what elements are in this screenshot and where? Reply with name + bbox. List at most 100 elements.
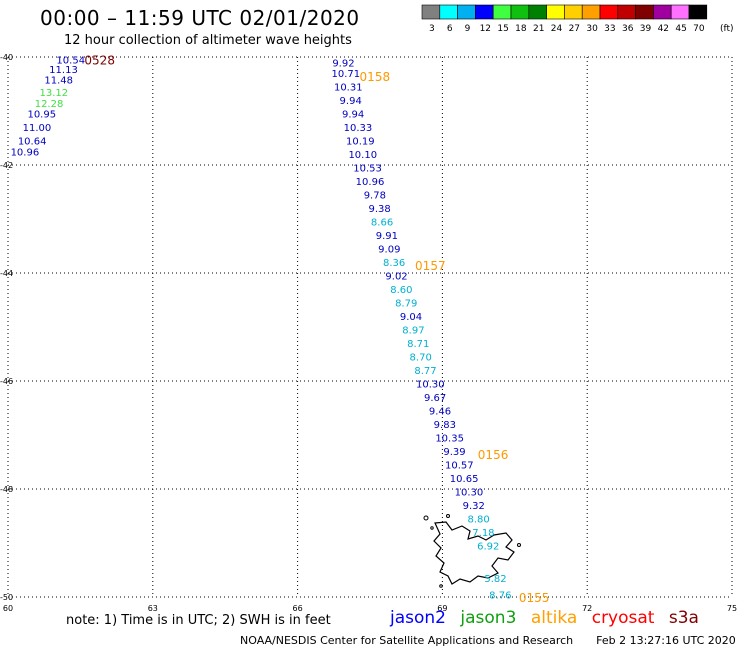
- wave-height-point: 9.78: [364, 191, 386, 202]
- islet-outline: [439, 584, 443, 588]
- legend-cryosat: cryosat: [591, 608, 655, 628]
- y-tick-label: -44: [0, 269, 13, 278]
- track-time-label: 0157: [415, 259, 446, 273]
- y-tick-label: -46: [0, 377, 13, 386]
- wave-height-point: 10.35: [435, 434, 464, 445]
- track-time-label: 0155: [519, 591, 550, 605]
- colorbar-label: 15: [497, 24, 508, 34]
- chart-subtitle: 12 hour collection of altimeter wave hei…: [64, 33, 352, 48]
- wave-height-point: 9.02: [385, 272, 407, 283]
- track-time-label: 0158: [360, 70, 391, 84]
- wave-height-point: 8.36: [383, 258, 405, 269]
- wave-height-point: 9.09: [378, 245, 400, 256]
- color-scale-bar: 3 6 9 12 15 18 21 24 27 30 33 36 39 42 45 70 (ft): [421, 4, 734, 34]
- x-tick-label: 63: [148, 604, 158, 613]
- colorbar-unit: (ft): [720, 24, 734, 34]
- y-tick-label: -48: [0, 485, 13, 494]
- x-tick-label: 69: [437, 604, 447, 613]
- footer-organization: NOAA/NESDIS Center for Satellite Applica…: [240, 634, 574, 647]
- y-tick-label: -40: [0, 53, 13, 62]
- island-coastline: [433, 521, 515, 585]
- grid: [7, 56, 733, 598]
- x-tick-label: 66: [293, 604, 303, 613]
- islet-outline: [423, 515, 429, 521]
- x-tick-label: 75: [727, 604, 737, 613]
- colorbar-label: 12: [480, 24, 491, 34]
- wave-height-point: 10.95: [27, 110, 56, 121]
- wave-height-point: 10.71: [332, 69, 361, 80]
- legend-jason3: jason3: [460, 608, 517, 628]
- islet-outline: [517, 543, 521, 547]
- wave-height-point: 8.66: [371, 218, 393, 229]
- wave-height-point: 10.54: [56, 56, 85, 67]
- wave-height-point: 8.76: [489, 590, 511, 601]
- x-tick-label: 60: [3, 604, 13, 613]
- wave-height-point: 11.13: [49, 65, 78, 76]
- legend-jason2: jason2: [390, 608, 446, 628]
- wave-height-point: 7.18: [472, 528, 494, 539]
- track-time-label: 0156: [478, 448, 509, 462]
- wave-height-point: 10.53: [353, 164, 382, 175]
- wave-height-point: 10.30: [416, 380, 445, 391]
- note-text: note: 1) Time is in UTC; 2) SWH is in fe…: [66, 613, 331, 628]
- chart-title: 00:00 – 11:59 UTC 02/01/2020: [40, 6, 360, 30]
- wave-height-point: 11.48: [44, 76, 73, 87]
- colorbar-label: 30: [586, 24, 598, 34]
- colorbar-label: 33: [604, 24, 615, 34]
- colorbar-label: 3: [429, 24, 435, 34]
- wave-height-point: 9.94: [340, 96, 362, 107]
- wave-height-point: 10.64: [18, 137, 47, 148]
- wave-height-point: 10.33: [344, 123, 373, 134]
- satellite-legend: jason2 jason3 altika cryosat s3a: [390, 608, 708, 628]
- wave-height-point: 10.57: [445, 461, 474, 472]
- wave-height-point: 6.92: [477, 542, 499, 553]
- footer-credit: NOAA/NESDIS Center for Satellite Applica…: [240, 634, 736, 647]
- islet-outline: [446, 514, 450, 518]
- wave-height-point: 9.46: [429, 407, 451, 418]
- colorbar-label: 21: [533, 24, 544, 34]
- wave-height-point: 10.31: [334, 83, 363, 94]
- wave-height-point: 8.77: [414, 366, 436, 377]
- wave-height-point: 8.80: [467, 515, 489, 526]
- colorbar-label: 18: [515, 24, 527, 34]
- wave-height-point: 9.39: [443, 447, 465, 458]
- colorbar-label: 45: [675, 24, 686, 34]
- colorbar-label: 42: [658, 24, 669, 34]
- wave-height-point: 10.30: [455, 488, 484, 499]
- wave-height-point: 8.70: [410, 353, 432, 364]
- wave-height-point: 10.19: [346, 137, 375, 148]
- wave-height-point: 9.94: [342, 110, 364, 121]
- footer-timestamp: Feb 2 13:27:16 UTC 2020: [596, 634, 736, 647]
- wave-height-point: 10.96: [11, 148, 40, 159]
- wave-height-point: 8.60: [390, 285, 412, 296]
- wave-height-point: 9.04: [400, 312, 422, 323]
- colorbar-label: 39: [640, 24, 652, 34]
- wave-height-point: 9.91: [376, 231, 398, 242]
- wave-height-point: 11.00: [23, 123, 52, 134]
- wave-height-point: 8.79: [395, 299, 417, 310]
- colorbar-label: 27: [569, 24, 580, 34]
- legend-s3a: s3a: [668, 608, 699, 628]
- colorbar-label: 9: [465, 24, 471, 34]
- colorbar-label: 6: [447, 24, 453, 34]
- wave-height-point: 9.83: [434, 420, 456, 431]
- wave-height-point: 9.32: [463, 501, 485, 512]
- islet-outline: [430, 526, 434, 530]
- wave-height-point: 10.10: [348, 150, 377, 161]
- wave-height-point: 8.97: [402, 326, 424, 337]
- wave-height-point: 9.38: [369, 204, 391, 215]
- wave-height-point: 12.28: [35, 99, 64, 110]
- wave-height-point: 8.71: [407, 339, 429, 350]
- colorbar-label: 70: [693, 24, 705, 34]
- wave-height-point: 5.82: [484, 574, 506, 585]
- wave-height-point: 10.65: [450, 474, 479, 485]
- x-tick-label: 72: [582, 604, 592, 613]
- colorbar-swatch: [688, 4, 708, 20]
- wave-height-point: 10.96: [356, 177, 385, 188]
- wave-height-point: 13.12: [40, 88, 69, 99]
- wave-height-point: 9.67: [424, 393, 446, 404]
- colorbar-label: 24: [551, 24, 563, 34]
